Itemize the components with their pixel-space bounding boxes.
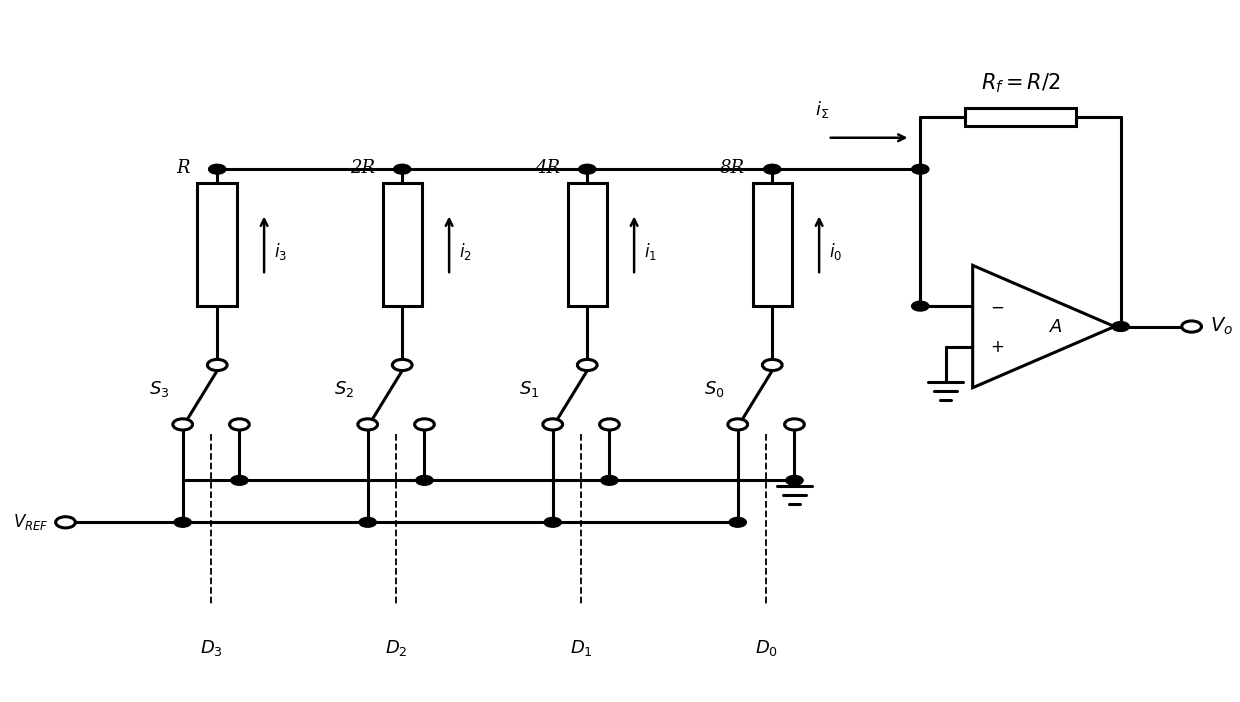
Text: $i_1$: $i_1$ — [644, 241, 657, 262]
Circle shape — [229, 419, 249, 430]
Circle shape — [729, 517, 746, 527]
Circle shape — [231, 475, 248, 485]
Circle shape — [785, 419, 805, 430]
Text: R: R — [176, 159, 190, 177]
Text: $A$: $A$ — [1049, 317, 1063, 336]
Circle shape — [174, 517, 191, 527]
Circle shape — [544, 517, 562, 527]
Circle shape — [393, 164, 410, 174]
Circle shape — [786, 475, 804, 485]
Circle shape — [172, 419, 192, 430]
Text: $i_0$: $i_0$ — [830, 241, 842, 262]
Circle shape — [414, 419, 434, 430]
Text: $D_2$: $D_2$ — [384, 637, 408, 658]
Text: $S_1$: $S_1$ — [520, 380, 539, 399]
Text: $-$: $-$ — [990, 297, 1004, 315]
Circle shape — [764, 164, 781, 174]
Circle shape — [601, 475, 618, 485]
Circle shape — [600, 419, 619, 430]
Text: $S_0$: $S_0$ — [704, 380, 725, 399]
Text: $V_{REF}$: $V_{REF}$ — [12, 512, 48, 532]
Circle shape — [208, 164, 226, 174]
Circle shape — [579, 164, 596, 174]
Circle shape — [392, 359, 412, 371]
Text: $R_f=R/2$: $R_f=R/2$ — [981, 72, 1060, 95]
Text: $D_1$: $D_1$ — [569, 637, 593, 658]
Circle shape — [1112, 322, 1130, 331]
Polygon shape — [972, 265, 1115, 388]
Circle shape — [56, 517, 76, 528]
Bar — [568, 183, 608, 306]
Text: $i_\Sigma$: $i_\Sigma$ — [815, 99, 828, 120]
Circle shape — [1182, 321, 1202, 332]
Text: $S_3$: $S_3$ — [149, 380, 170, 399]
Circle shape — [728, 419, 748, 430]
Text: 2R: 2R — [350, 159, 376, 177]
Circle shape — [207, 359, 227, 371]
Circle shape — [358, 419, 377, 430]
Text: $i_3$: $i_3$ — [274, 241, 288, 262]
Text: 4R: 4R — [536, 159, 560, 177]
Text: $D_0$: $D_0$ — [755, 637, 777, 658]
Text: $+$: $+$ — [990, 338, 1004, 356]
Text: 8R: 8R — [720, 159, 745, 177]
Circle shape — [360, 517, 376, 527]
Circle shape — [911, 301, 929, 311]
Bar — [753, 183, 792, 306]
Circle shape — [578, 359, 598, 371]
Circle shape — [543, 419, 563, 430]
Bar — [382, 183, 422, 306]
Circle shape — [911, 164, 929, 174]
Text: $D_3$: $D_3$ — [200, 637, 222, 658]
Text: $S_2$: $S_2$ — [335, 380, 355, 399]
Circle shape — [763, 359, 782, 371]
Bar — [965, 108, 1076, 126]
Text: $i_2$: $i_2$ — [459, 241, 472, 262]
Bar — [197, 183, 237, 306]
Circle shape — [415, 475, 433, 485]
Text: $V_o$: $V_o$ — [1210, 316, 1233, 337]
